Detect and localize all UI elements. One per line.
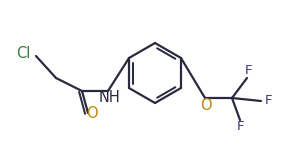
- Text: F: F: [237, 119, 245, 132]
- Text: O: O: [200, 98, 212, 114]
- Text: F: F: [244, 63, 252, 76]
- Text: Cl: Cl: [16, 46, 30, 61]
- Text: F: F: [265, 95, 273, 107]
- Text: NH: NH: [99, 90, 121, 105]
- Text: O: O: [86, 107, 98, 122]
